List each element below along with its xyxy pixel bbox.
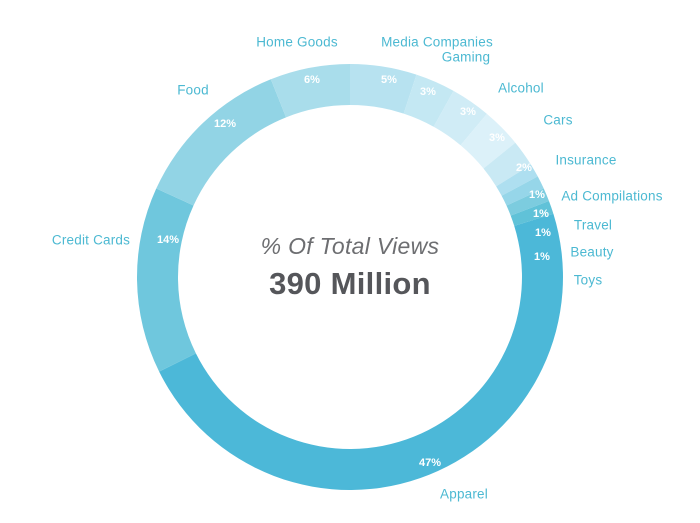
donut-slice-media-companies: [350, 63, 417, 114]
donut-slice-cars: [460, 113, 516, 169]
donut-slice-ad-compilations: [496, 164, 538, 196]
chart-center-title: % Of Total Views: [260, 233, 440, 259]
donut-slice-apparel: [159, 213, 563, 490]
chart-center: % Of Total Views 390 Million: [0, 233, 700, 302]
donut-slice-credit-cards: [136, 188, 196, 372]
donut-slice-home-goods: [270, 64, 350, 118]
donut-slice-travel: [501, 176, 544, 206]
donut-slice-food: [156, 79, 287, 206]
donut-slice-toys: [510, 200, 554, 226]
donut-slice-alcohol: [433, 90, 487, 146]
donut-slice-beauty: [506, 188, 549, 216]
chart-center-value: 390 Million: [269, 266, 431, 301]
donut-slice-insurance: [483, 142, 531, 187]
donut-slice-gaming: [403, 74, 454, 127]
